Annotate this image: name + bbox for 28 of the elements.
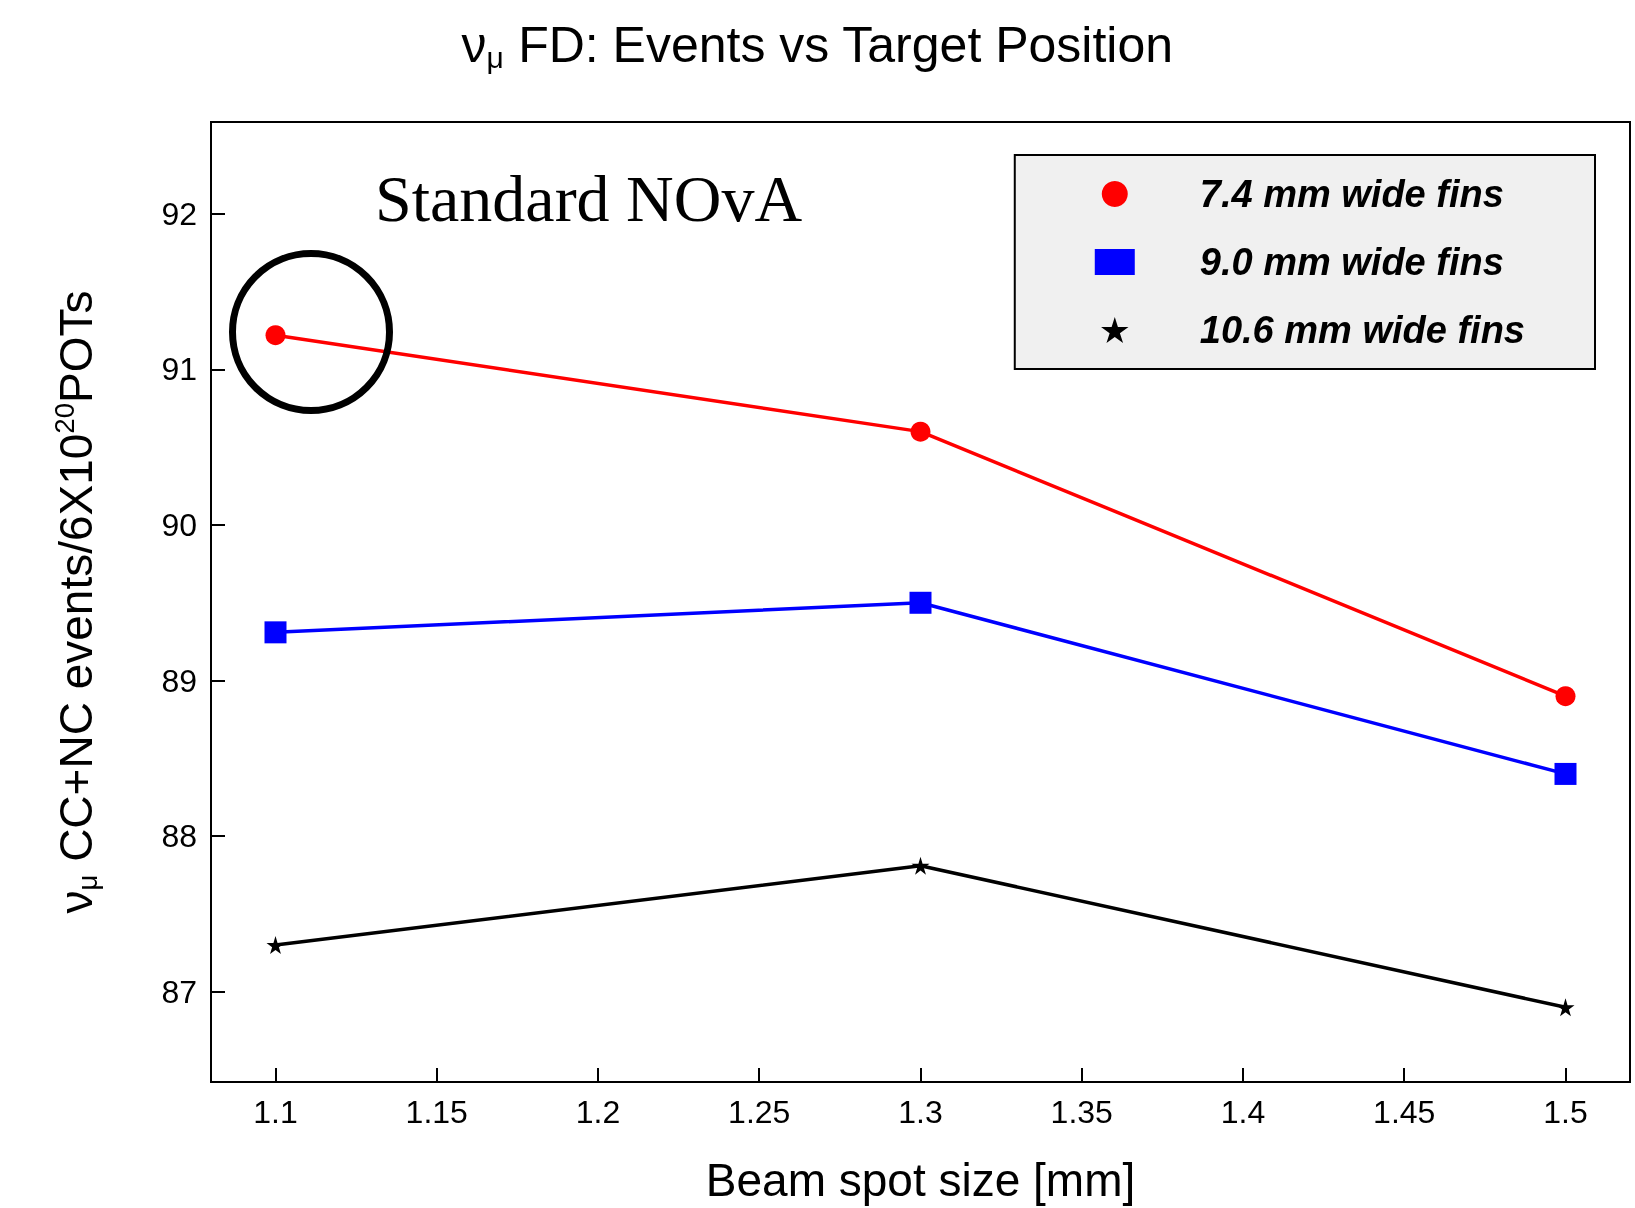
legend-label: 10.6 mm wide fins: [1199, 309, 1526, 351]
x-tick-label: 1.5: [1543, 1094, 1588, 1130]
x-tick-label: 1.15: [405, 1094, 468, 1130]
y-axis-title: νμ CC+NC events/6X1020POTs: [48, 290, 103, 914]
x-tick-label: 1.45: [1373, 1094, 1436, 1130]
point: [1554, 762, 1577, 785]
x-tick-label: 1.35: [1050, 1094, 1113, 1130]
annotation: Standard NOvA: [375, 161, 803, 235]
y-tick-label: 89: [161, 662, 197, 699]
legend-label: 7.4 mm wide fins: [1199, 173, 1504, 215]
point: [265, 325, 286, 346]
y-tick-label: 88: [161, 818, 197, 855]
legend-label: 9.0 mm wide fins: [1199, 241, 1504, 283]
point: [264, 621, 287, 644]
x-tick-label: 1.25: [728, 1094, 791, 1130]
y-tick-label: 90: [161, 506, 197, 543]
point: [910, 421, 931, 442]
x-tick-label: 1.1: [253, 1094, 298, 1130]
point: [909, 591, 932, 614]
x-tick-label: 1.4: [1220, 1094, 1266, 1130]
x-tick-label: 1.3: [898, 1094, 943, 1130]
x-axis-title: Beam spot size [mm]: [705, 1154, 1136, 1206]
x-tick-label: 1.2: [575, 1094, 621, 1130]
y-tick-label: 91: [161, 351, 197, 388]
y-tick-label: 92: [161, 195, 197, 232]
y-tick-label: 87: [161, 973, 197, 1010]
point: [1555, 686, 1576, 707]
point: [911, 856, 930, 875]
